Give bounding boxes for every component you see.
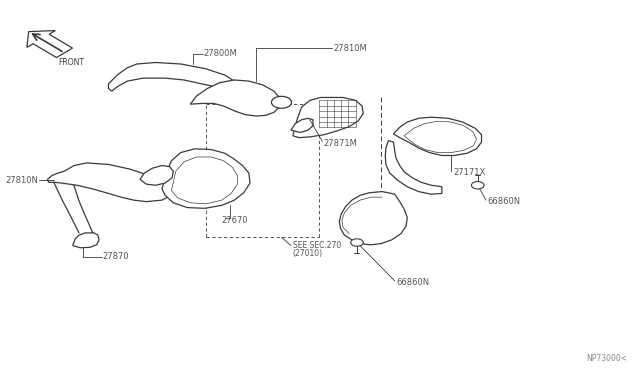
Polygon shape xyxy=(190,80,280,116)
Circle shape xyxy=(271,96,292,108)
Polygon shape xyxy=(404,121,476,153)
Circle shape xyxy=(472,182,484,189)
Polygon shape xyxy=(140,166,173,185)
Polygon shape xyxy=(73,233,99,248)
Polygon shape xyxy=(291,118,313,132)
Polygon shape xyxy=(172,157,237,204)
Text: SEE SEC.270: SEE SEC.270 xyxy=(293,241,341,250)
Polygon shape xyxy=(394,117,481,155)
Polygon shape xyxy=(109,62,234,91)
Polygon shape xyxy=(162,149,250,208)
Circle shape xyxy=(351,239,364,246)
Text: NP73000<: NP73000< xyxy=(586,354,627,363)
Text: 27171X: 27171X xyxy=(453,169,486,177)
Text: FRONT: FRONT xyxy=(58,58,84,67)
Text: (27010): (27010) xyxy=(293,249,323,258)
Text: 66860N: 66860N xyxy=(487,197,520,206)
Polygon shape xyxy=(339,192,407,245)
Text: 27670: 27670 xyxy=(221,216,248,225)
Polygon shape xyxy=(385,141,442,194)
Text: 27870: 27870 xyxy=(103,252,129,261)
Text: 27871M: 27871M xyxy=(324,139,358,148)
Text: 66860N: 66860N xyxy=(396,278,429,287)
Polygon shape xyxy=(293,97,364,138)
Polygon shape xyxy=(47,163,175,202)
Text: 27810M: 27810M xyxy=(333,44,367,53)
Text: 27810N: 27810N xyxy=(6,176,39,185)
Polygon shape xyxy=(27,31,72,58)
Text: 27800M: 27800M xyxy=(204,49,237,58)
